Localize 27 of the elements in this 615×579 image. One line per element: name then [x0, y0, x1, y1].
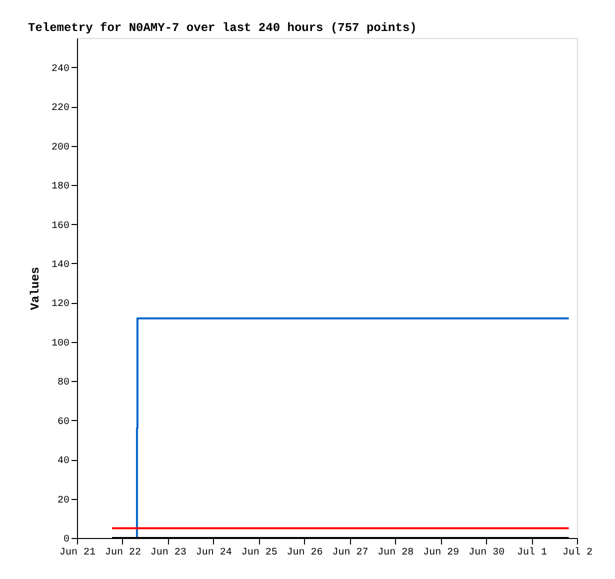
- y-tick-label: 80: [57, 378, 70, 389]
- x-tick-label: Jun 22: [104, 548, 141, 558]
- y-tick-label: 160: [51, 220, 70, 232]
- y-tick-label: 220: [51, 103, 70, 114]
- y-tick-label: 180: [51, 182, 70, 193]
- y-axis-title: Values: [28, 266, 42, 310]
- x-tick-label: Jun 28: [378, 548, 414, 558]
- x-tick-label: Jun 23: [150, 548, 186, 558]
- y-tick-label: 200: [51, 142, 70, 154]
- x-tick-label: Jun 21: [59, 548, 96, 558]
- x-tick-label: Jun 26: [286, 548, 323, 558]
- x-tick-label: Jun 29: [423, 548, 460, 558]
- chart-title: Telemetry for N0AMY-7 over last 240 hours (757 points): [28, 21, 417, 35]
- y-tick-label: 0: [63, 534, 70, 546]
- y-tick-label: 240: [51, 64, 70, 75]
- x-tick-label: Jun 24: [196, 548, 232, 558]
- x-tick-label: Jun 30: [468, 548, 505, 558]
- y-tick-label: 20: [57, 495, 70, 506]
- x-tick-label: Jul 2: [562, 546, 593, 558]
- y-tick-label: 100: [51, 338, 70, 350]
- x-tick-label: Jul 1: [517, 546, 548, 558]
- y-tick-label: 120: [51, 299, 70, 310]
- y-tick-label: 60: [57, 416, 70, 428]
- y-tick-label: 40: [57, 456, 70, 468]
- x-tick-label: Jun 25: [241, 548, 278, 558]
- x-tick-label: Jun 27: [332, 548, 368, 558]
- y-tick-label: 140: [51, 260, 70, 271]
